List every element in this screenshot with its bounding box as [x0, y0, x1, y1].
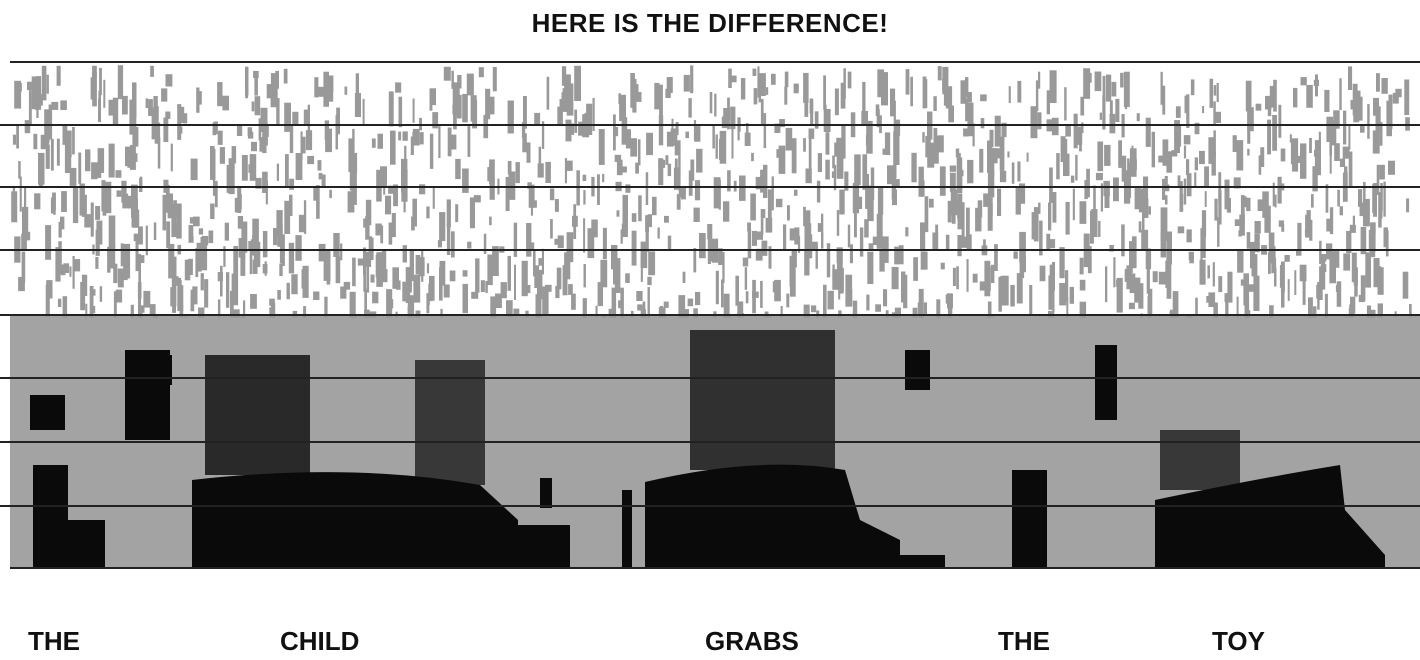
spectrogram-noise — [11, 65, 1412, 318]
word-the-2: THE — [998, 626, 1050, 656]
gridlines — [0, 61, 1420, 569]
word-child: CHILD — [280, 626, 360, 656]
spectrogram-energy — [30, 330, 1385, 568]
word-toy: TOY — [1212, 626, 1265, 656]
spectrogram — [0, 61, 1420, 569]
word-the-1: THE — [28, 626, 80, 656]
word-grabs: GRABS — [705, 626, 799, 656]
figure-title: HERE IS THE DIFFERENCE! — [531, 8, 889, 38]
